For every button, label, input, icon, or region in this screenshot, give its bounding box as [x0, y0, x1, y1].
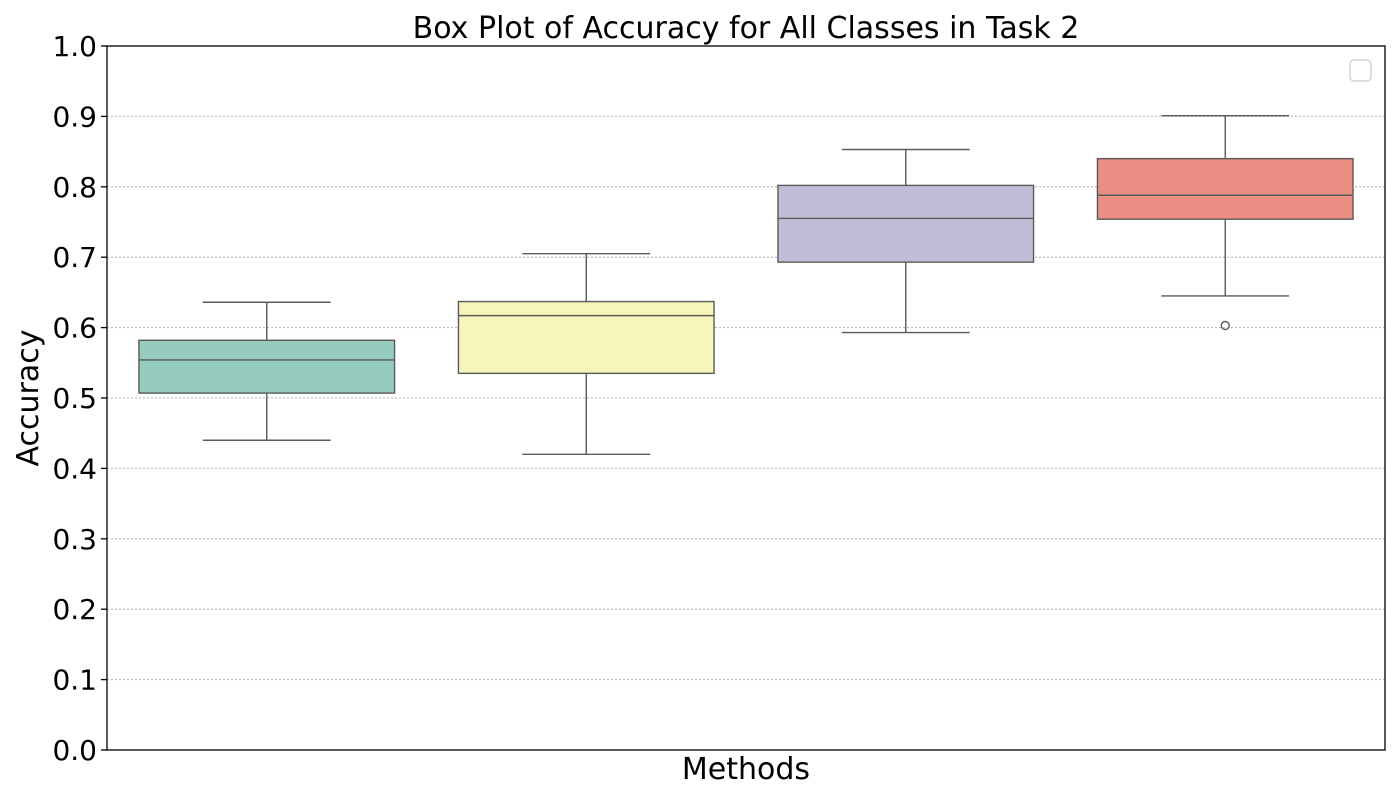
y-tick-label: 0.1: [52, 664, 97, 697]
box-group: [1096, 114, 1354, 331]
legend-box: [1349, 59, 1372, 82]
iqr-box: [457, 300, 715, 375]
y-tick-label: 0.0: [52, 734, 97, 767]
box-group: [457, 252, 715, 456]
y-tick-label: 0.5: [52, 382, 97, 415]
y-tick-label: 0.3: [52, 523, 97, 556]
iqr-box: [138, 339, 396, 394]
y-tick-label: 0.8: [52, 171, 97, 204]
y-axis-label: Accuracy: [11, 330, 46, 467]
chart-title: Box Plot of Accuracy for All Classes in …: [413, 11, 1080, 46]
y-axis-ticks: 0.0 0.1 0.2 0.3 0.4 0.5 0.6 0.7 0.8 0.9 1.0: [52, 30, 107, 767]
box-group: [138, 301, 396, 441]
box-series: [138, 114, 1354, 456]
iqr-box: [777, 184, 1035, 263]
y-tick-label: 0.4: [52, 452, 97, 485]
x-axis-label: Methods: [682, 752, 810, 787]
y-tick-label: 0.9: [52, 100, 97, 133]
y-tick-label: 0.6: [52, 312, 97, 345]
y-tick-label: 0.7: [52, 241, 97, 274]
outlier-point: [1220, 320, 1230, 331]
y-tick-label: 0.2: [52, 593, 97, 626]
y-tick-label: 1.0: [52, 30, 97, 63]
iqr-box: [1096, 157, 1354, 220]
box-group: [777, 148, 1035, 334]
plot-frame: [106, 45, 1386, 751]
